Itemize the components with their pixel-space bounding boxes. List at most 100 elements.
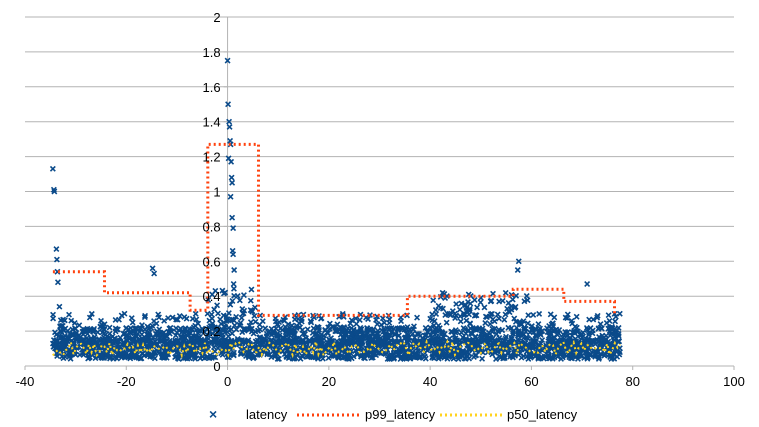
latency-point	[427, 324, 434, 331]
y-tick-label: 0.2	[202, 324, 220, 339]
latency-point	[596, 342, 603, 349]
latency-point	[306, 337, 313, 344]
latency-point	[339, 338, 346, 345]
latency-point	[520, 326, 527, 333]
latency-point	[169, 339, 176, 346]
latency-point	[382, 333, 389, 339]
latency-point	[241, 327, 248, 334]
latency-point	[121, 310, 128, 317]
latency-point	[455, 356, 462, 362]
latency-point	[276, 338, 283, 345]
latency-point	[458, 329, 465, 336]
latency-point	[190, 324, 197, 331]
y-tick-label: 0	[213, 359, 220, 374]
latency-point	[64, 352, 71, 359]
latency-point	[507, 351, 514, 358]
latency-point	[283, 326, 290, 333]
latency-point	[161, 317, 168, 324]
latency-point	[238, 314, 245, 321]
latency-point	[527, 344, 533, 351]
latency-point	[358, 334, 365, 341]
latency-point	[605, 325, 612, 332]
latency-point	[148, 325, 155, 332]
grid-lines	[25, 16, 734, 367]
latency-point	[531, 350, 537, 357]
latency-point	[336, 345, 343, 352]
legend-marker-latency: ×	[209, 406, 217, 422]
latency-point	[474, 304, 481, 311]
latency-point	[246, 322, 253, 329]
latency-point	[214, 324, 221, 331]
latency-point	[207, 352, 214, 359]
x-tick-label: 40	[423, 374, 437, 389]
latency-point	[53, 246, 60, 253]
latency-point	[173, 325, 179, 332]
latency-point	[487, 298, 494, 305]
latency-point	[453, 338, 460, 345]
latency-point	[430, 297, 437, 304]
latency-point	[191, 339, 198, 346]
latency-point	[548, 354, 555, 361]
x-tick-label: -20	[117, 374, 136, 389]
latency-point	[299, 327, 306, 334]
latency-point	[365, 316, 371, 323]
latency-point	[568, 317, 575, 324]
legend-item-latency: × latency	[209, 406, 288, 422]
latency-point	[533, 332, 540, 339]
latency-point	[178, 334, 185, 341]
latency-point	[521, 298, 528, 305]
latency-point	[185, 352, 192, 359]
latency-point	[404, 330, 411, 337]
latency-point	[210, 336, 217, 343]
latency-point	[463, 317, 470, 324]
latency-point	[502, 289, 509, 296]
x-tick-label: 80	[625, 374, 639, 389]
latency-point	[228, 174, 235, 181]
latency-point	[266, 328, 273, 335]
latency-point	[236, 337, 243, 344]
latency-point	[554, 337, 561, 344]
latency-point	[583, 324, 590, 331]
latency-point	[229, 330, 236, 337]
latency-point	[400, 347, 406, 354]
latency-point	[612, 318, 619, 325]
latency-point	[118, 354, 125, 361]
latency-point	[422, 324, 429, 331]
latency-point	[211, 306, 218, 313]
latency-point	[520, 334, 527, 341]
latency-point	[129, 319, 136, 326]
latency-point	[111, 354, 118, 361]
latency-point	[387, 332, 394, 339]
latency-point	[66, 311, 72, 318]
latency-point	[594, 312, 601, 319]
latency-point	[107, 355, 113, 362]
latency-point	[574, 333, 581, 340]
latency-point	[401, 335, 408, 342]
latency-point	[517, 350, 524, 357]
latency-point	[71, 320, 78, 326]
latency-point	[292, 354, 299, 361]
latency-point	[225, 101, 232, 108]
latency-point	[230, 251, 237, 258]
latency-point	[589, 330, 596, 337]
latency-point	[301, 340, 308, 347]
latency-point	[297, 355, 304, 362]
latency-point	[257, 326, 264, 333]
y-tick-label: 1.6	[202, 80, 220, 95]
latency-point	[438, 328, 445, 335]
latency-point	[358, 326, 365, 333]
latency-point	[285, 321, 292, 328]
latency-point	[188, 334, 195, 341]
latency-point	[320, 335, 327, 342]
latency-point	[189, 350, 196, 357]
latency-point	[548, 326, 555, 333]
latency-point	[164, 333, 171, 340]
latency-point	[167, 342, 174, 349]
latency-point	[106, 324, 113, 331]
latency-point	[346, 351, 353, 358]
latency-point	[607, 332, 614, 339]
latency-point	[150, 354, 157, 360]
latency-point	[137, 326, 144, 333]
latency-point	[565, 338, 572, 345]
latency-point	[77, 334, 84, 341]
